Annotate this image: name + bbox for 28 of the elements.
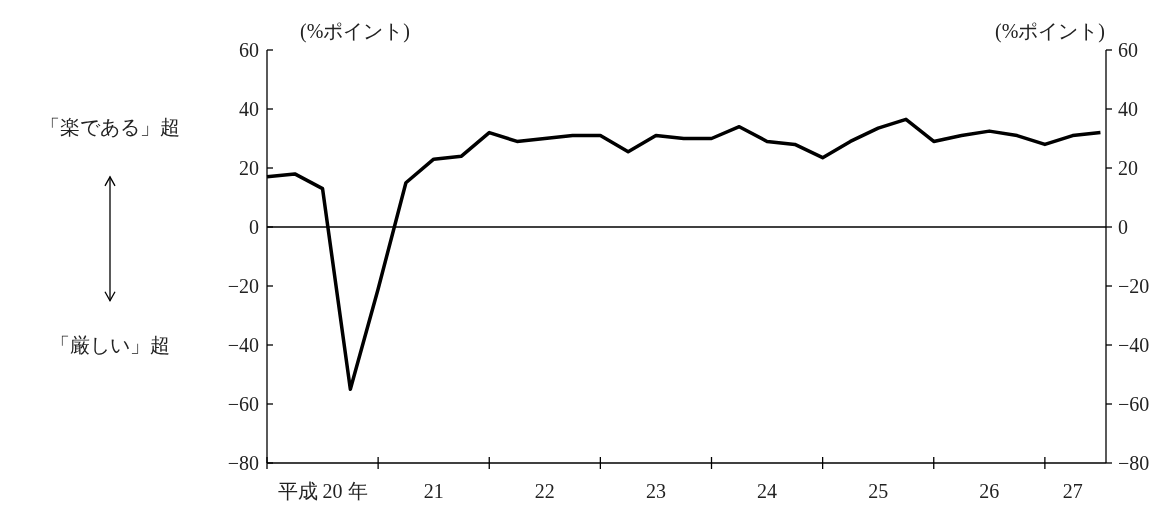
y-axis-title: (%ポイント)	[300, 20, 410, 43]
y2-tick-label: 0	[1118, 216, 1128, 238]
y2-axis-title: (%ポイント)	[995, 20, 1105, 43]
text: 「厳しい」超	[50, 334, 170, 356]
x-tick-label: 23	[645, 480, 666, 502]
text: 「楽である」超	[40, 115, 180, 138]
y2-tick-label: 20	[1118, 157, 1138, 179]
y2-tick-label: −60	[1118, 393, 1150, 415]
y-tick-label: −60	[227, 393, 259, 415]
y-tick-label: −20	[227, 275, 259, 297]
y2-tick-label: −80	[1118, 452, 1150, 474]
y-tick-label: 40	[239, 98, 259, 120]
x-tick-label: 21	[423, 480, 444, 502]
y-tick-label: 60	[239, 39, 259, 61]
y2-tick-label: −40	[1118, 334, 1150, 356]
y-tick-label: 20	[239, 157, 259, 179]
y2-tick-label: 40	[1118, 98, 1138, 120]
x-tick-label: 25	[868, 480, 889, 502]
x-tick-label: 24	[757, 480, 778, 502]
y2-tick-label: −20	[1118, 275, 1150, 297]
x-tick-label: 22	[534, 480, 555, 502]
y-tick-label: −40	[227, 334, 259, 356]
x-tick-label: 27	[1062, 480, 1083, 502]
y-tick-label: 0	[249, 216, 259, 238]
y-tick-label: −80	[227, 452, 259, 474]
y2-tick-label: 60	[1118, 39, 1138, 61]
x-tick-label: 平成 20 年	[277, 480, 368, 502]
x-tick-label: 26	[979, 480, 1000, 502]
